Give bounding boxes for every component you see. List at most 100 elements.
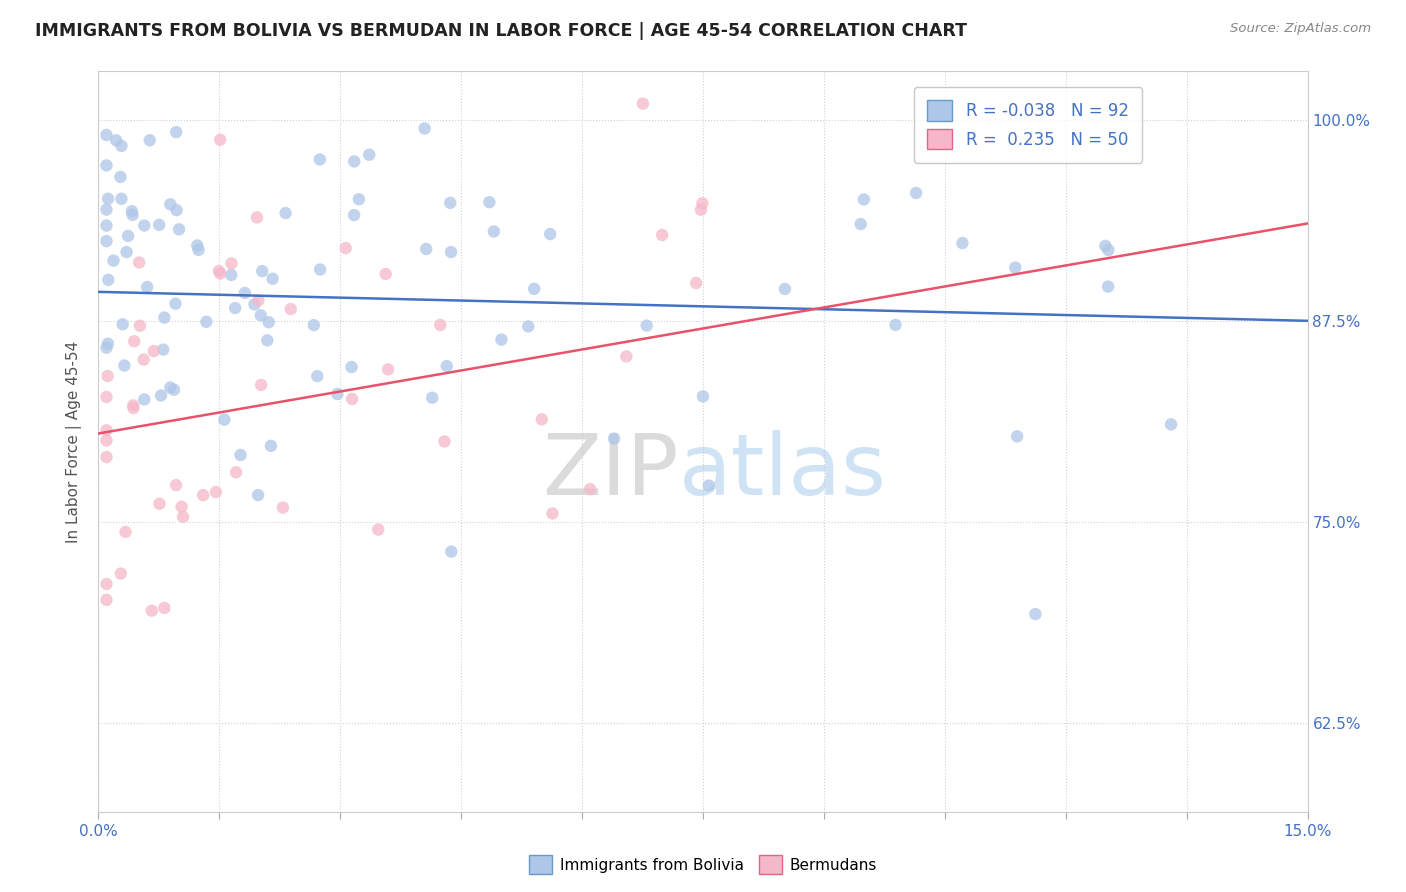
Point [134,392,156,407]
Point [377,362,399,376]
Point [1097,279,1119,293]
Point [326,387,349,401]
Point [541,507,564,521]
Point [309,262,332,277]
Point [517,319,540,334]
Point [214,412,236,426]
Point [186,238,208,252]
Point [224,301,246,315]
Point [165,296,187,310]
Point [773,282,796,296]
Point [247,293,270,308]
Point [96,219,118,233]
Text: ZIP: ZIP [543,430,679,513]
Point [359,147,381,161]
Point [115,245,138,260]
Point [165,478,187,492]
Point [166,203,188,218]
Point [103,253,125,268]
Point [262,271,284,285]
Point [685,276,707,290]
Point [153,601,176,615]
Point [307,369,329,384]
Point [233,285,256,300]
Point [209,267,232,281]
Point [219,268,242,282]
Point [905,186,928,200]
Point [340,392,363,406]
Point [96,390,118,404]
Point [208,264,231,278]
Point [260,439,283,453]
Point [250,377,273,392]
Text: IMMIGRANTS FROM BOLIVIA VS BERMUDAN IN LABOR FORCE | AGE 45-54 CORRELATION CHART: IMMIGRANTS FROM BOLIVIA VS BERMUDAN IN L… [35,22,967,40]
Point [134,219,156,233]
Point [884,318,907,332]
Point [97,192,120,206]
Point [97,369,120,384]
Point [122,401,145,415]
Point [367,523,389,537]
Point [433,434,456,449]
Point [440,544,463,558]
Point [420,391,443,405]
Point [221,256,243,270]
Point [96,202,118,217]
Point [280,301,302,316]
Y-axis label: In Labor Force | Age 45-54: In Labor Force | Age 45-54 [66,341,83,542]
Point [302,318,325,332]
Point [439,195,461,210]
Point [96,158,118,172]
Point [950,235,973,250]
Point [1160,417,1182,432]
Point [256,334,278,348]
Text: atlas: atlas [679,430,887,513]
Point [136,280,159,294]
Point [195,315,218,329]
Point [163,383,186,397]
Point [142,344,165,359]
Point [110,169,132,184]
Point [110,192,132,206]
Point [111,318,134,332]
Point [148,218,170,232]
Point [252,264,274,278]
Point [340,359,363,374]
Point [132,352,155,367]
Point [1004,260,1026,275]
Point [247,488,270,502]
Point [343,154,366,169]
Point [249,308,271,322]
Point [110,139,132,153]
Point [153,310,176,325]
Point [122,334,145,349]
Point [121,208,143,222]
Point [121,204,143,219]
Point [347,192,370,206]
Point [692,196,714,211]
Point [96,423,118,437]
Point [96,450,118,464]
Point [538,227,561,241]
Point [167,222,190,236]
Point [274,206,297,220]
Point [651,227,673,242]
Point [436,359,458,373]
Point [343,208,366,222]
Point [1097,243,1119,257]
Point [523,282,546,296]
Text: Source: ZipAtlas.com: Source: ZipAtlas.com [1230,22,1371,36]
Point [128,255,150,269]
Point [413,121,436,136]
Point [246,211,269,225]
Point [148,497,170,511]
Point [96,577,118,591]
Point [110,566,132,581]
Point [138,133,160,147]
Point [603,432,626,446]
Point [579,482,602,496]
Point [159,380,181,394]
Point [191,488,214,502]
Point [478,195,501,210]
Point [96,234,118,248]
